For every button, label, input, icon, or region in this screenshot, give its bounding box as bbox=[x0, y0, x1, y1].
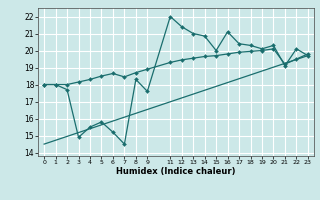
X-axis label: Humidex (Indice chaleur): Humidex (Indice chaleur) bbox=[116, 167, 236, 176]
